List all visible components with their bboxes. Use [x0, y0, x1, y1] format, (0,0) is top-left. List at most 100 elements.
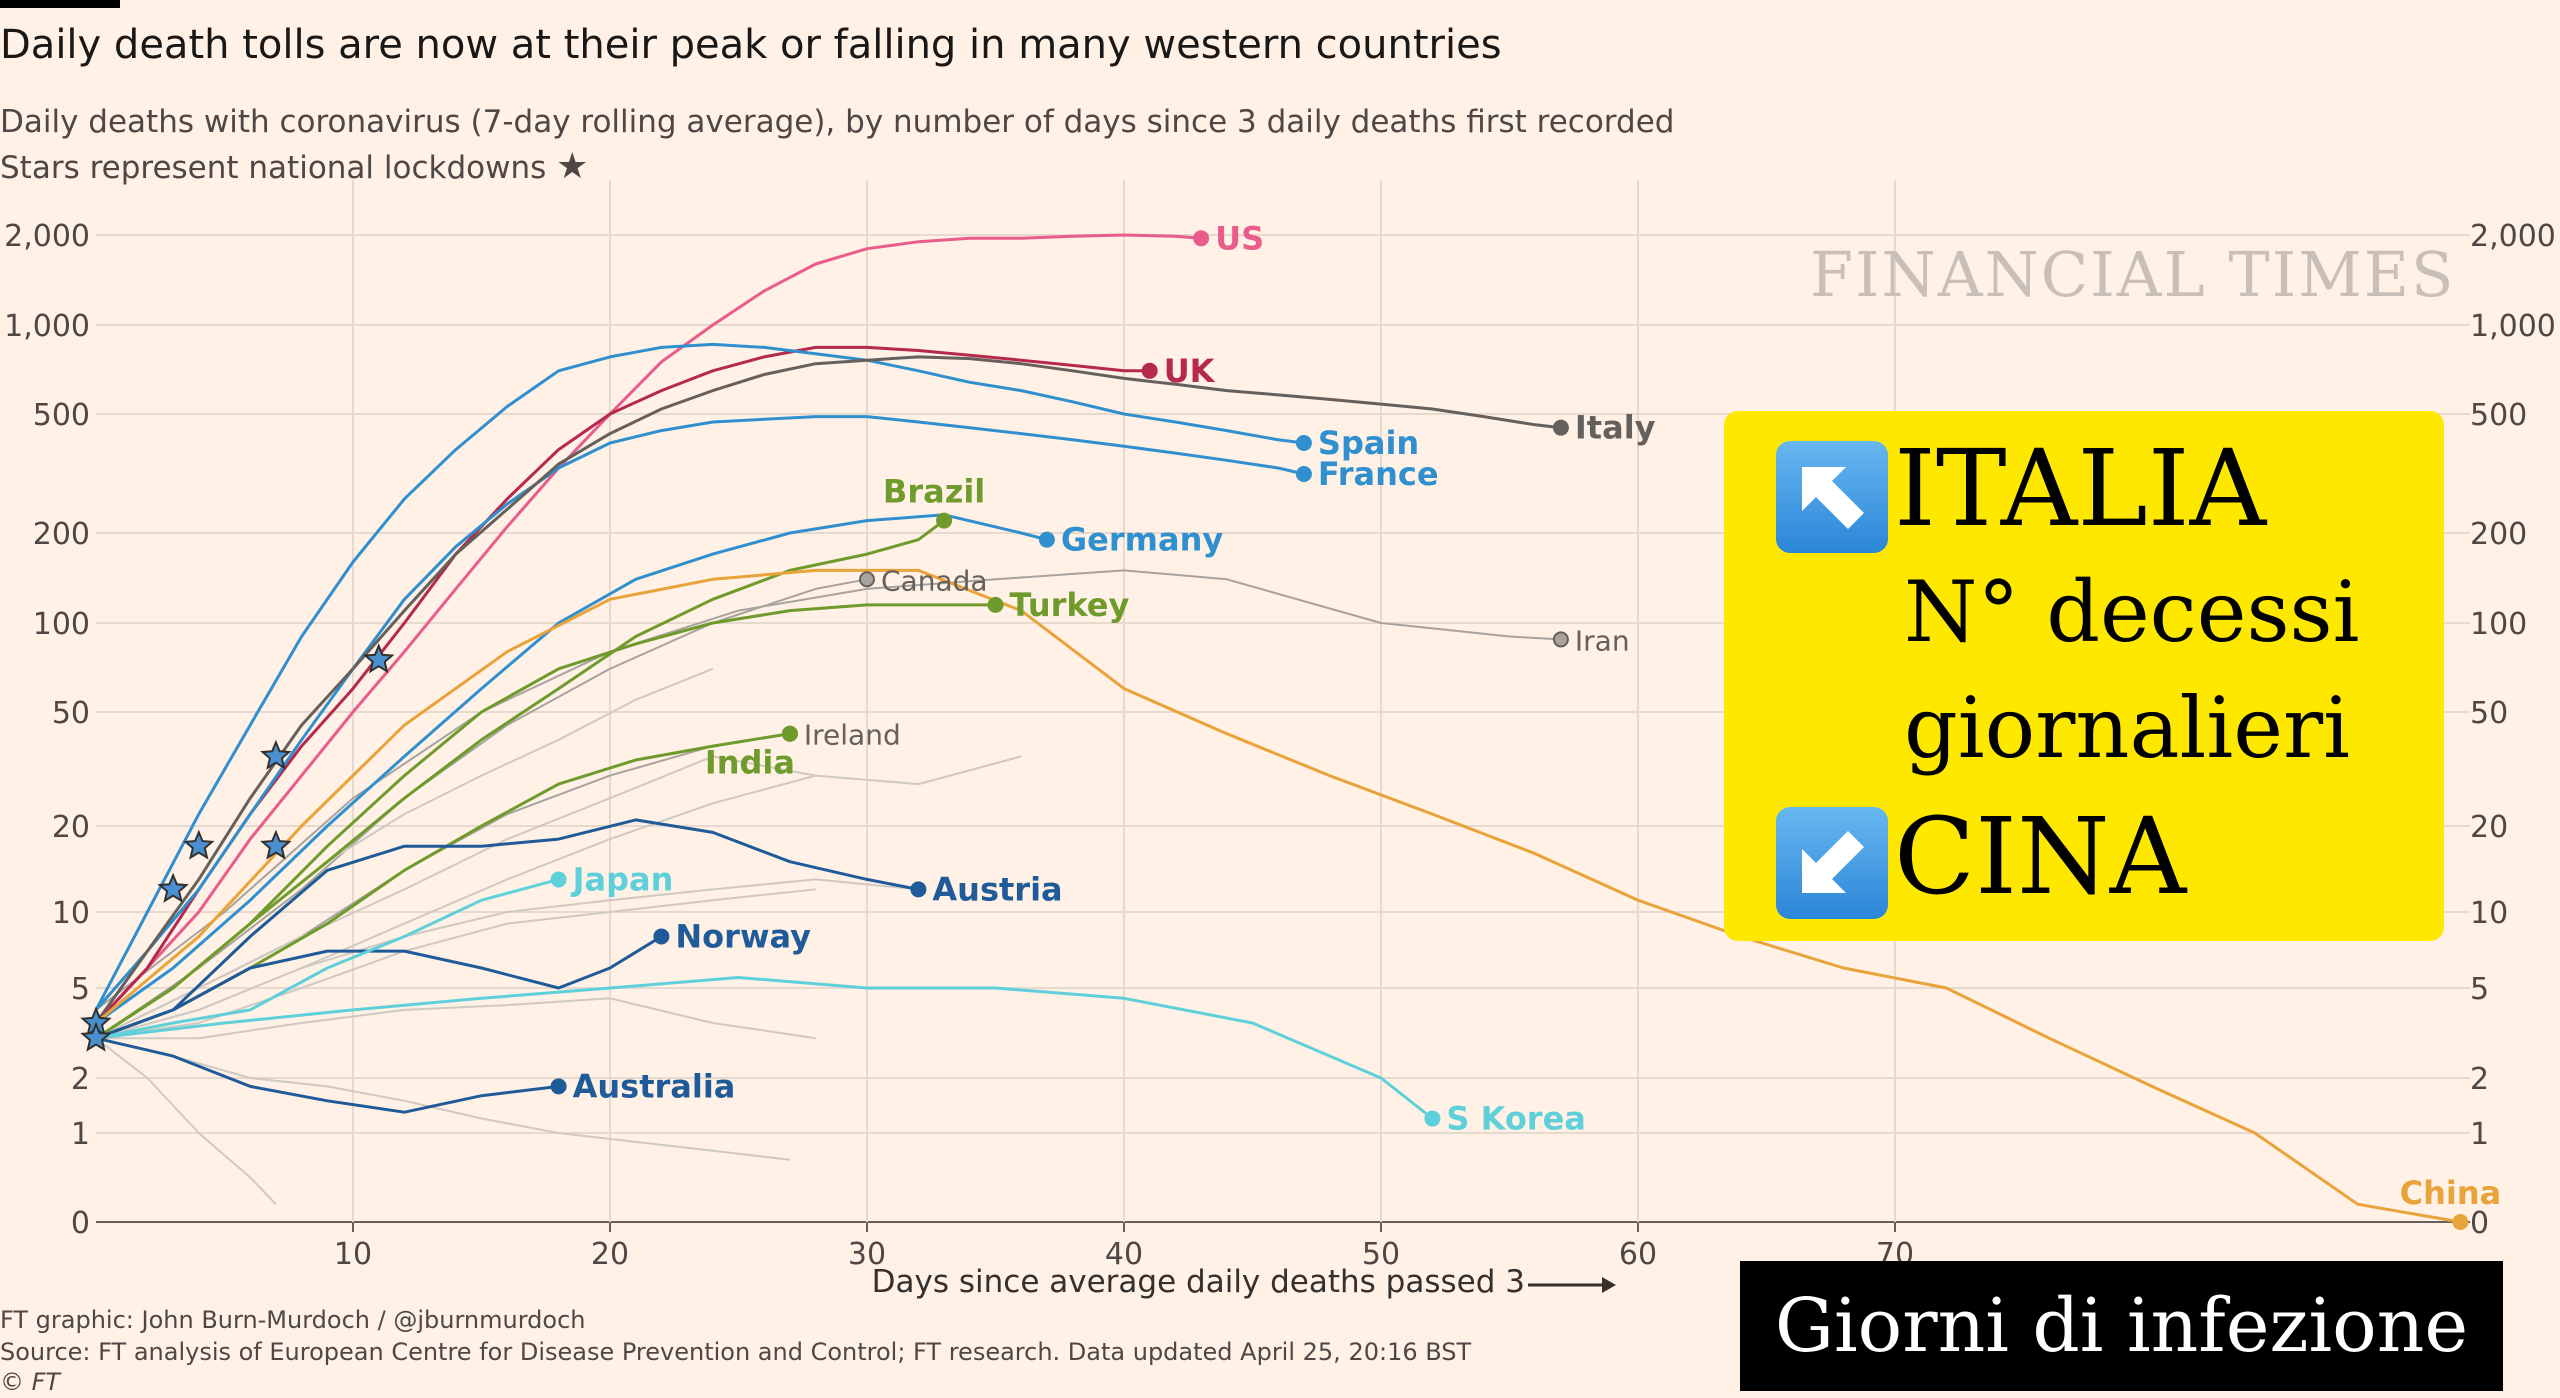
lockdown-star [80, 1021, 112, 1052]
series-end-dot [1038, 531, 1055, 548]
x-tick-label: 60 [1619, 1237, 1657, 1272]
x-tick-label: 40 [1105, 1237, 1143, 1272]
lockdown-star [157, 872, 189, 903]
series-end-dot [1424, 1110, 1441, 1127]
series-label: Norway [675, 917, 811, 955]
series-label: Australia [573, 1067, 736, 1105]
lockdown-star [362, 643, 395, 674]
series-line [95, 1037, 791, 1161]
y-tick-label-right: 20 [2470, 810, 2508, 845]
y-tick-label: 10 [52, 896, 90, 931]
series-line [95, 568, 2461, 1224]
annotation-line4: CINA [1894, 795, 2187, 918]
chart-subtitle: Daily deaths with coronavirus (7-day rol… [0, 104, 1675, 140]
series-label: US [1215, 219, 1264, 257]
footer-credit: FT graphic: John Burn-Murdoch / @jburnmu… [0, 1306, 586, 1334]
series-label: Iran [1575, 624, 1630, 657]
y-tick-label-right: 5 [2470, 972, 2489, 1007]
lockdown-star [260, 739, 292, 770]
series-line [95, 878, 919, 1040]
y-tick-label: 0 [71, 1206, 90, 1241]
chart-title: Daily death tolls are now at their peak … [0, 22, 1502, 68]
annotation-line1: ITALIA [1894, 427, 2267, 550]
series-end-dot [653, 928, 670, 945]
series-line [96, 997, 816, 1040]
series-label: China [2400, 1174, 2502, 1212]
series-end-dot [859, 571, 875, 588]
series-label: Canada [881, 564, 988, 597]
y-tick-label-right: 2,000 [2470, 219, 2556, 254]
brand-watermark: FINANCIAL TIMES [1810, 238, 2456, 311]
series-line [95, 755, 1022, 1040]
series-line [94, 345, 1150, 1025]
series-label: Austria [932, 870, 1062, 908]
series-end-dot [987, 596, 1004, 613]
series-label: India [705, 744, 795, 782]
series-end-dot [1552, 631, 1569, 648]
up-left-arrow-icon [1776, 441, 1888, 553]
series-label: Japan [571, 860, 674, 898]
x-axis-arrow-icon [1528, 1277, 1616, 1293]
y-tick-label-right: 0 [2470, 1206, 2489, 1241]
lockdown-star [260, 829, 292, 860]
top-bar [0, 0, 120, 8]
series-end-dot [936, 512, 953, 529]
series-label: Turkey [1010, 586, 1130, 624]
series-line [95, 578, 868, 1040]
series-label: France [1318, 455, 1439, 493]
y-tick-label-right: 10 [2470, 896, 2508, 931]
y-tick-label: 100 [33, 607, 90, 642]
series-end-dot [781, 725, 798, 742]
series-line [95, 1037, 277, 1205]
y-tick-label: 20 [52, 810, 90, 845]
series-line [95, 877, 559, 1040]
grid [96, 180, 2470, 1232]
series-end-dot [2452, 1214, 2469, 1230]
y-tick-label: 5 [71, 972, 90, 1007]
series-line [95, 1036, 559, 1114]
series-line [94, 415, 1305, 1011]
series-line [94, 342, 1305, 1011]
series-line [95, 569, 1561, 1011]
series-line [95, 603, 996, 1040]
series-lines [94, 233, 2461, 1224]
y-tick-label: 200 [33, 517, 90, 552]
series-end-dot [1141, 362, 1158, 379]
y-tick-label-right: 50 [2470, 696, 2508, 731]
lockdown-star [183, 829, 215, 860]
footer-copyright: © FT [0, 1368, 61, 1396]
series-end-dot [1193, 230, 1210, 247]
y-tick-label-right: 1,000 [2470, 309, 2556, 344]
series-end-dot [1295, 466, 1312, 483]
y-tick-label: 500 [33, 398, 90, 433]
series-line [95, 818, 919, 1040]
series-label: S Korea [1446, 1100, 1585, 1138]
y-tick-label-right: 1 [2470, 1117, 2489, 1152]
series-label: UK [1164, 352, 1216, 390]
series-end-dot [1552, 419, 1569, 436]
series-label: Brazil [883, 473, 985, 511]
x-tick-label: 20 [591, 1237, 629, 1272]
series-line [94, 355, 1562, 1024]
y-tick-label: 50 [52, 696, 90, 731]
footer-source: Source: FT analysis of European Centre f… [0, 1338, 1472, 1366]
lockdown-note: Stars represent national lockdowns [0, 150, 547, 186]
x-tick-label: 10 [334, 1237, 372, 1272]
y-tick-label: 2 [71, 1062, 90, 1097]
series-label: Ireland [804, 719, 901, 752]
series-line [95, 935, 663, 1040]
series-line [95, 513, 1048, 1025]
chart-subtitle-lockdowns: Stars represent national lockdowns ★ [0, 146, 588, 187]
annotation-box: ITALIA N° decessi giornalieri CINA [1724, 411, 2444, 941]
series-end-dot [550, 1078, 567, 1095]
series-end-dot [1295, 434, 1312, 451]
x-tick-label: 50 [1362, 1237, 1400, 1272]
y-tick-label-right: 100 [2470, 607, 2527, 642]
down-left-arrow-icon [1776, 807, 1888, 919]
series-label: Germany [1061, 521, 1223, 559]
annotation-line2: N° decessi [1904, 563, 2360, 661]
y-tick-label: 2,000 [4, 219, 90, 254]
